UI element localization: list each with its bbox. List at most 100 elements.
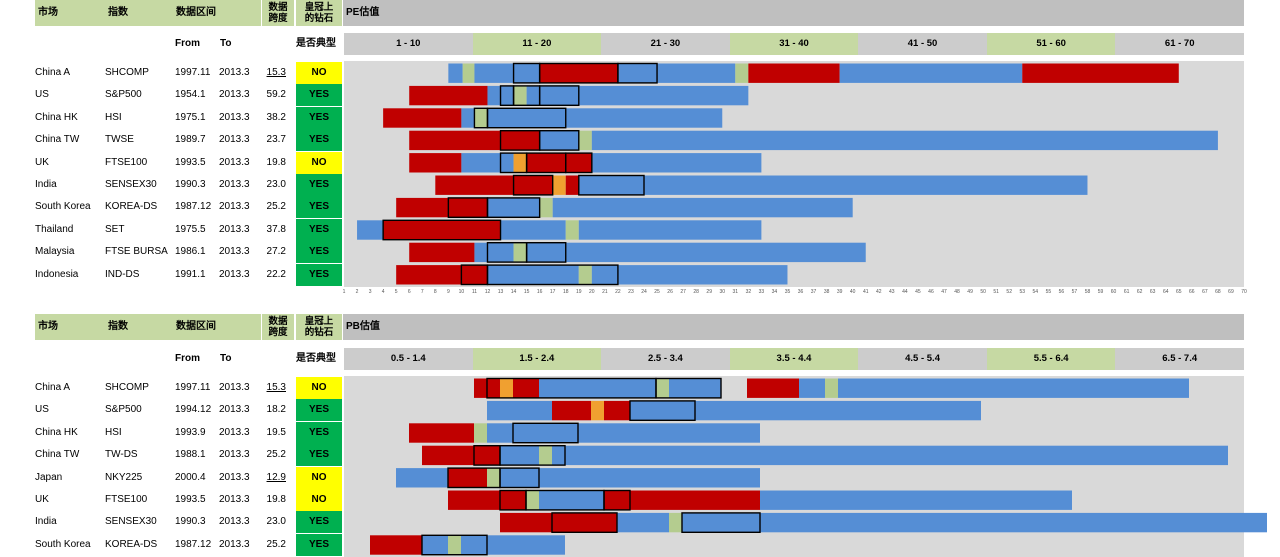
chart-pe-highlight-box: [617, 62, 658, 84]
chart-pe-x-tick-label: 65: [1176, 289, 1182, 295]
index-cell: FTSE BURSA: [105, 246, 168, 258]
chart-pe-x-tick-label: 41: [862, 289, 869, 295]
to-cell: 2013.3: [219, 516, 250, 528]
to-cell: 2013.3: [219, 471, 250, 483]
chart-pe-x-tick-label: 9: [446, 289, 450, 295]
from-cell: 1994.12: [175, 404, 212, 416]
chart-pb-bar-segment: [760, 490, 1072, 510]
typical-badge: YES: [296, 174, 342, 196]
chart-pe-x-tick-label: 7: [420, 289, 424, 295]
market-cell: US: [35, 404, 49, 416]
chart-pe-range-bin: 1 - 10: [344, 33, 473, 55]
chart-pb-title: PB估值: [343, 314, 1244, 340]
chart-pb-bar-segment: [630, 400, 981, 421]
chart-pb-bar-segment: [461, 535, 565, 555]
chart-pb-bar-segment: [799, 378, 825, 398]
typical-badge: NO: [296, 151, 342, 174]
crown-header: 皇冠上 的钻石: [296, 314, 342, 340]
chart-pb-bar-segment: [487, 378, 500, 398]
chart-pe-bar-segment: [657, 63, 736, 83]
crown-header-line1: 皇冠上: [304, 2, 334, 13]
market-cell: China TW: [35, 134, 80, 146]
chart-pb-bar-segment: [500, 445, 539, 466]
chart-pe-bar-segment: [565, 175, 579, 195]
chart-pe-bar-segment: [474, 63, 540, 83]
chart-pe-bar-segment: [748, 63, 840, 83]
chart-pb-bar-segment: [448, 535, 461, 555]
span-header: 数据 跨度: [262, 314, 294, 340]
chart-pe-x-tick-label: 42: [876, 289, 882, 295]
chart-pb-range-bin: 1.5 - 2.4: [472, 348, 602, 370]
chart-pe-bar-segment: [735, 63, 749, 83]
chart-pe-x-tick-label: 51: [993, 289, 999, 295]
chart-pe-x-tick-label: 20: [589, 289, 595, 295]
typical-header: 是否典型: [296, 38, 336, 49]
chart-pe-bar-segment: [409, 130, 501, 151]
chart-pe-x-tick-label: 23: [628, 289, 634, 295]
chart-pb-range-bin: 6.5 - 7.4: [1115, 348, 1244, 370]
chart-pe-bar-segment: [383, 108, 462, 128]
chart-pe-x-tick-label: 47: [941, 289, 947, 295]
from-header: From: [175, 38, 200, 49]
chart-pe-x-tick-label: 1: [342, 289, 346, 295]
chart-pe-bar-segment: [552, 197, 853, 218]
chart-pb-bars: [370, 377, 1267, 556]
chart-pb-bar-segment: [760, 512, 1267, 533]
chart-pe-x-tick-label: 55: [1045, 289, 1052, 295]
chart-pe-bar-segment: [578, 175, 1088, 195]
span-cell: 15.3: [266, 382, 286, 393]
chart-pe-highlight-box: [382, 219, 502, 241]
chart-pe-x-tick-label: 68: [1215, 289, 1221, 295]
span-cell: 37.8: [266, 223, 286, 235]
range-header: 数据区间: [173, 314, 261, 340]
chart-pb-bar-segment: [539, 490, 604, 510]
typical-badge: YES: [296, 399, 342, 422]
from-cell: 1993.5: [175, 494, 206, 505]
from-cell: 1993.5: [175, 156, 206, 168]
chart-pb-highlight-box: [655, 377, 722, 399]
chart-pe-x-tick-label: 44: [902, 289, 908, 295]
to-cell: 2013.3: [219, 89, 250, 101]
chart-pb-highlight-box: [499, 467, 540, 489]
chart-pb-bar-segment: [552, 512, 617, 533]
chart-pe-x-tick-label: 24: [641, 289, 647, 295]
chart-pb-range-bin: 0.5 - 1.4: [344, 348, 473, 370]
chart-pe-x-tick-label: 13: [497, 289, 504, 295]
chart-pb-bar-segment: [422, 445, 474, 466]
typical-badge: NO: [296, 489, 342, 511]
from-cell: 1975.1: [175, 111, 206, 123]
chart-pb-bar-segment: [669, 378, 721, 398]
chart-pe-x-tick-label: 49: [967, 289, 973, 295]
chart-pe-x-tick-label: 39: [836, 289, 843, 295]
span-cell: 19.5: [266, 426, 286, 438]
chart-pe-x-tick-label: 34: [771, 289, 778, 295]
chart-pe-highlight-box: [512, 174, 554, 196]
market-cell: China A: [35, 382, 71, 393]
chart-pb-bar-segment: [539, 468, 760, 488]
span-header-line1: 数据: [268, 316, 288, 327]
chart-pe-bar-segment: [1022, 63, 1179, 83]
chart-pb-range-bin: 4.5 - 5.4: [858, 348, 987, 370]
chart-pe-range-bin: 41 - 50: [858, 33, 987, 55]
chart-pe-bar-segment: [565, 153, 592, 173]
from-cell: 1975.5: [175, 223, 206, 235]
chart-pe-x-tick-label: 67: [1202, 289, 1208, 295]
chart-pe-x-tick-label: 35: [784, 289, 791, 295]
chart-pe-x-tick-label: 21: [602, 289, 608, 295]
chart-pb-bar-segment: [396, 468, 448, 488]
span-cell: 23.7: [266, 134, 286, 146]
chart-pe-x-tick-label: 22: [615, 289, 621, 295]
chart-pe-x-tick-label: 69: [1228, 289, 1234, 295]
market-cell: US: [35, 89, 49, 101]
chart-pb-bar-segment: [539, 378, 656, 398]
chart-pb-range-bin: 3.5 - 4.4: [729, 348, 859, 370]
span-header-line2: 跨度: [268, 13, 288, 24]
span-cell: 25.2: [266, 201, 286, 213]
chart-pe-bar-segment: [409, 153, 462, 173]
chart-pe-bar-segment: [500, 130, 540, 151]
chart-pb-bar-segment: [487, 468, 500, 488]
market-cell: China TW: [35, 449, 80, 461]
chart-pb-bar-segment: [825, 378, 838, 398]
chart-pb-bar-segment: [552, 400, 591, 421]
span-cell: 38.2: [266, 111, 286, 123]
